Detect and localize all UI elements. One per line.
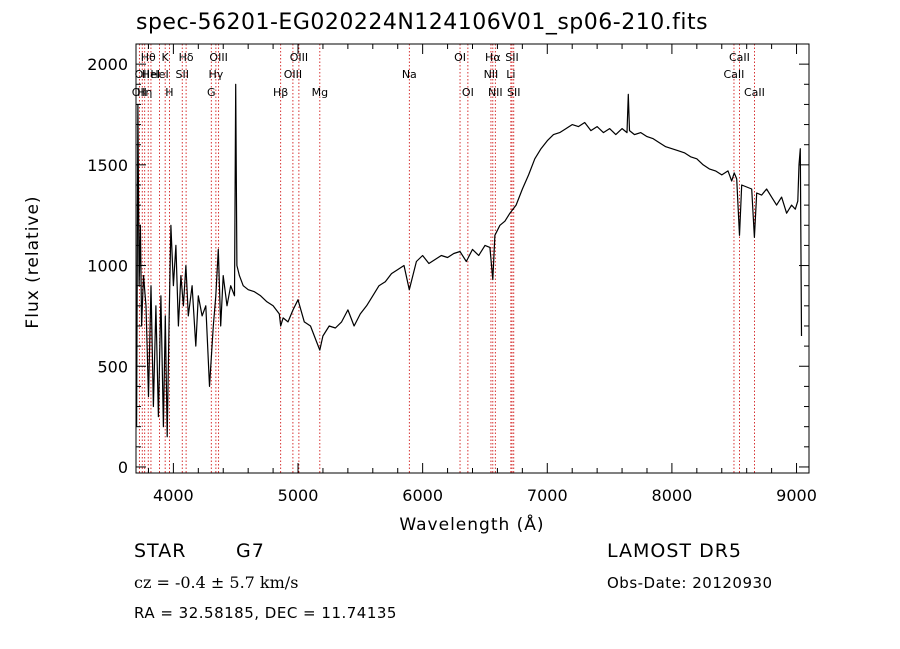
y-tick-label-1500: 1500: [87, 156, 128, 175]
line-label-4: HeI: [142, 68, 160, 81]
line-label-28: CaII: [744, 86, 765, 99]
line-label-2: Hη: [137, 86, 152, 99]
y-axis-label: Flux (relative): [23, 195, 43, 328]
line-label-25: SII: [507, 86, 520, 99]
line-label-24: SII: [505, 51, 518, 64]
line-label-5: HeI: [150, 68, 168, 81]
x-tick-label-9000: 9000: [776, 486, 817, 505]
x-tick-label-5000: 5000: [278, 486, 319, 505]
x-tick-label-6000: 6000: [402, 486, 443, 505]
x-axis: 4000 5000 6000 7000 8000 9000: [147, 44, 817, 505]
line-label-1: OII: [135, 68, 150, 81]
observation-date: Obs-Date: 20120930: [607, 574, 773, 592]
y-tick-label-0: 0: [118, 458, 128, 477]
x-tick-label-4000: 4000: [153, 486, 194, 505]
line-label-27: CaII: [729, 51, 750, 64]
coordinates: RA = 32.58185, DEC = 11.74135: [134, 604, 397, 622]
line-label-14: OIII: [284, 68, 302, 81]
x-axis-label: Wavelength (Å): [399, 513, 544, 535]
line-label-11: Hγ: [208, 68, 223, 81]
spectral-line-markers: [138, 44, 755, 473]
x-tick-label-7000: 7000: [527, 486, 568, 505]
y-tick-label-2000: 2000: [87, 55, 128, 74]
line-label-23: Li: [506, 68, 515, 81]
line-label-21: Hα: [485, 51, 501, 64]
y-tick-label-500: 500: [97, 357, 128, 376]
y-axis: 0 500 1000 1500 2000: [87, 55, 809, 477]
line-label-3: Hθ: [141, 51, 156, 64]
survey-label: LAMOST DR5: [607, 540, 742, 562]
line-label-20: NII: [484, 68, 499, 81]
line-label-6: K: [162, 51, 170, 64]
spectrum-line: [136, 83, 803, 438]
line-label-26: CaII: [724, 68, 745, 81]
object-class-label: STAR: [134, 540, 187, 562]
spectral-line-labels: OIIOIIHηHθHeIHeIKHSIIHδGHγOIIIHβOIIIOIII…: [132, 51, 765, 99]
spectrum-series: [136, 83, 803, 438]
line-label-12: OIII: [209, 51, 227, 64]
redshift-value: cz = -0.4 ± 5.7 km/s: [134, 573, 299, 592]
line-label-9: Hδ: [179, 51, 194, 64]
chart-title: spec-56201-EG020224N124106V01_sp06-210.f…: [136, 10, 709, 35]
line-label-19: OI: [462, 86, 474, 99]
line-label-18: OI: [454, 51, 466, 64]
line-label-7: H: [165, 86, 173, 99]
line-label-13: Hβ: [273, 86, 288, 99]
spectral-subclass-label: G7: [236, 540, 265, 562]
line-label-10: G: [207, 86, 216, 99]
line-label-17: Na: [402, 68, 417, 81]
line-label-22: NII: [488, 86, 503, 99]
x-tick-label-8000: 8000: [652, 486, 693, 505]
line-label-8: SII: [175, 68, 188, 81]
y-tick-label-1000: 1000: [87, 257, 128, 276]
line-label-15: OIII: [290, 51, 308, 64]
line-label-16: Mg: [312, 86, 328, 99]
